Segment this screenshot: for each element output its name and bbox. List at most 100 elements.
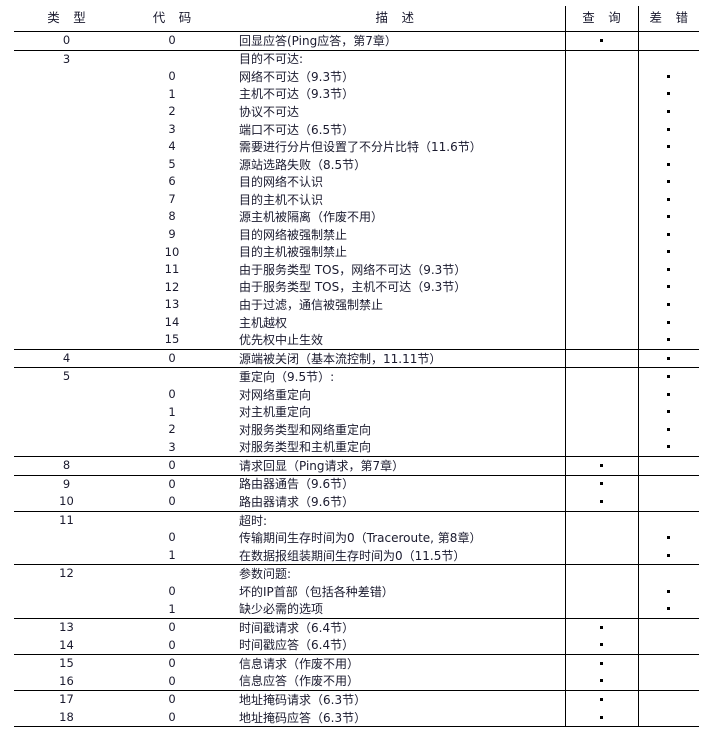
cell-description: 对服务类型和主机重定向	[239, 440, 372, 455]
cell-code: 2	[168, 422, 176, 437]
table-row: 13 0 时间戳请求（6.4节）	[14, 618, 699, 637]
cell-error-marker	[637, 49, 699, 69]
cell-query-marker	[564, 120, 638, 139]
bullet-marker-icon	[667, 180, 671, 184]
cell-code: 10	[164, 244, 180, 259]
cell-code: 2	[168, 104, 176, 119]
column-header-description: 描 述	[375, 10, 419, 26]
table-row: 9 目的网络被强制禁止	[14, 226, 699, 244]
table-row: 2 对服务类型和网络重定向	[14, 421, 699, 439]
cell-description: 目的主机不认识	[239, 192, 324, 207]
cell-code: 0	[119, 474, 225, 494]
bullet-marker-icon	[600, 643, 603, 647]
cell-error-marker	[637, 226, 699, 244]
cell-query-marker	[564, 636, 638, 655]
bullet-marker-icon	[667, 302, 671, 306]
bullet-marker-icon	[667, 392, 671, 396]
table-row: 0 传输期间生存时间为0（Traceroute, 第8章）	[14, 529, 699, 547]
cell-error-marker	[637, 155, 699, 174]
cell-type	[14, 439, 119, 457]
cell-code: 1	[168, 404, 176, 419]
cell-description: 在数据报组装期间生存时间为0（11.5节）	[239, 548, 466, 563]
cell-error-marker	[637, 600, 699, 619]
cell-query-marker	[564, 261, 638, 279]
cell-query-marker	[564, 331, 638, 350]
cell-error-marker	[637, 510, 699, 530]
cell-description: 参数问题:	[225, 564, 565, 583]
table-row: 0 0 回显应答(Ping应答，第7章）	[14, 31, 699, 51]
cell-query-marker	[564, 385, 638, 404]
cell-description: 回显应答(Ping应答，第7章）	[225, 31, 565, 51]
cell-description: 需要进行分片但设置了不分片比特（11.6节）	[239, 140, 482, 155]
cell-description: 优先权中止生效	[239, 333, 324, 348]
cell-code: 0	[168, 530, 176, 545]
cell-error-marker	[637, 690, 699, 709]
bullet-marker-icon	[667, 215, 671, 219]
cell-type	[14, 583, 119, 601]
cell-description: 对服务类型和网络重定向	[239, 422, 372, 437]
cell-error-marker	[637, 331, 699, 350]
cell-type: 16	[59, 673, 74, 688]
cell-type	[14, 601, 119, 619]
cell-description: 超时:	[225, 510, 565, 530]
bullet-marker-icon	[667, 162, 671, 166]
table-row: 10 0 路由器请求（9.6节）	[14, 493, 699, 512]
cell-description: 由于服务类型 TOS，网络不可达（9.3节）	[239, 262, 467, 277]
cell-description: 源站选路失败（8.5节）	[239, 157, 367, 172]
cell-code: 0	[168, 69, 176, 84]
bullet-marker-icon	[667, 356, 671, 360]
cell-error-marker	[637, 564, 699, 583]
cell-code: 0	[119, 31, 225, 51]
cell-code: 0	[168, 494, 176, 509]
table-row: 1 主机不可达（9.3节）	[14, 85, 699, 104]
cell-type: 8	[14, 456, 119, 476]
cell-type: 5	[14, 367, 119, 386]
cell-description: 目的网络不认识	[239, 175, 324, 190]
table-row: 8 源主机被隔离（作废不用）	[14, 208, 699, 227]
table-row: 15 0 信息请求（作废不用）	[14, 654, 699, 673]
cell-code: 3	[168, 121, 176, 136]
table-row: 1 对主机重定向	[14, 403, 699, 422]
cell-query-marker	[564, 49, 638, 69]
bullet-marker-icon	[667, 74, 671, 78]
cell-description: 时间戳应答（6.4节）	[239, 638, 355, 653]
cell-code: 0	[168, 673, 176, 688]
cell-type	[14, 279, 119, 297]
bullet-marker-icon	[600, 463, 603, 467]
cell-type: 11	[14, 510, 119, 530]
cell-error-marker	[637, 367, 699, 386]
cell-error-marker	[637, 403, 699, 422]
cell-error-marker	[637, 138, 699, 156]
cell-query-marker	[564, 103, 638, 121]
cell-query-marker	[564, 243, 638, 262]
cell-type	[14, 314, 119, 332]
table-row: 15 优先权中止生效	[14, 331, 699, 350]
cell-description: 时间戳请求（6.4节）	[225, 618, 565, 637]
cell-type	[14, 403, 119, 421]
cell-description: 目的主机被强制禁止	[239, 245, 348, 260]
cell-code: 4	[168, 139, 176, 154]
table-row: 3 目的不可达:	[14, 49, 699, 69]
cell-description: 信息请求（作废不用）	[225, 654, 565, 673]
cell-error-marker	[637, 190, 699, 209]
table-body: 0 0 回显应答(Ping应答，第7章） 3 目的不可达: 0 网络不可达（9.3节） 1 主机…	[14, 31, 699, 728]
bullet-marker-icon	[667, 320, 671, 324]
cell-type	[14, 226, 119, 244]
table-row: 5 源站选路失败（8.5节）	[14, 155, 699, 174]
bullet-marker-icon	[600, 625, 603, 629]
cell-error-marker	[637, 456, 699, 476]
bullet-marker-icon	[667, 410, 671, 414]
cell-error-marker	[637, 348, 699, 368]
cell-description: 目的不可达:	[225, 49, 565, 69]
cell-description: 地址掩码应答（6.3节）	[225, 708, 565, 728]
cell-code: 1	[168, 547, 176, 562]
bullet-marker-icon	[667, 109, 671, 113]
bullet-marker-icon	[667, 607, 671, 611]
cell-code: 15	[164, 332, 180, 347]
cell-error-marker	[637, 243, 699, 262]
bullet-marker-icon	[667, 338, 671, 342]
bullet-marker-icon	[600, 38, 603, 42]
bullet-marker-icon	[600, 661, 603, 665]
cell-type	[14, 421, 119, 439]
cell-description: 重定向（9.5节）:	[225, 367, 565, 386]
